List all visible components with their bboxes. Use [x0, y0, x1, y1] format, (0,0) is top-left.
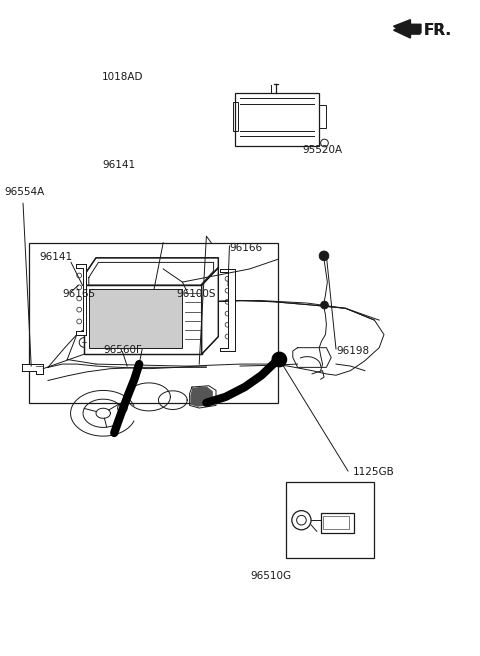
Polygon shape	[84, 285, 202, 354]
Text: 96166: 96166	[229, 243, 263, 253]
Polygon shape	[394, 22, 420, 38]
Text: 96560F: 96560F	[103, 344, 142, 355]
Bar	[29, 243, 278, 403]
Polygon shape	[220, 269, 235, 351]
Polygon shape	[191, 387, 212, 406]
Text: 96141: 96141	[102, 160, 136, 171]
Polygon shape	[394, 20, 421, 37]
Text: 96510G: 96510G	[251, 571, 292, 581]
Text: 96554A: 96554A	[5, 187, 45, 197]
Text: 96198: 96198	[336, 346, 369, 356]
Circle shape	[319, 251, 329, 260]
Bar	[233, 102, 238, 131]
Text: 96165: 96165	[62, 289, 96, 299]
Bar	[235, 93, 319, 146]
Bar	[321, 513, 354, 533]
Text: 95520A: 95520A	[302, 144, 343, 155]
Polygon shape	[89, 289, 182, 348]
Text: FR.: FR.	[423, 23, 451, 37]
Text: 96141: 96141	[40, 252, 73, 262]
Bar	[323, 516, 349, 529]
Text: 1018AD: 1018AD	[102, 72, 143, 83]
Text: 1125GB: 1125GB	[353, 467, 395, 478]
Circle shape	[272, 352, 287, 367]
Polygon shape	[84, 258, 218, 285]
Polygon shape	[202, 268, 218, 354]
Bar	[319, 105, 326, 128]
Bar	[286, 482, 374, 558]
Polygon shape	[22, 364, 43, 374]
Polygon shape	[76, 264, 86, 335]
Text: 96100S: 96100S	[177, 289, 216, 299]
Circle shape	[321, 301, 328, 309]
Text: FR.: FR.	[423, 23, 451, 37]
